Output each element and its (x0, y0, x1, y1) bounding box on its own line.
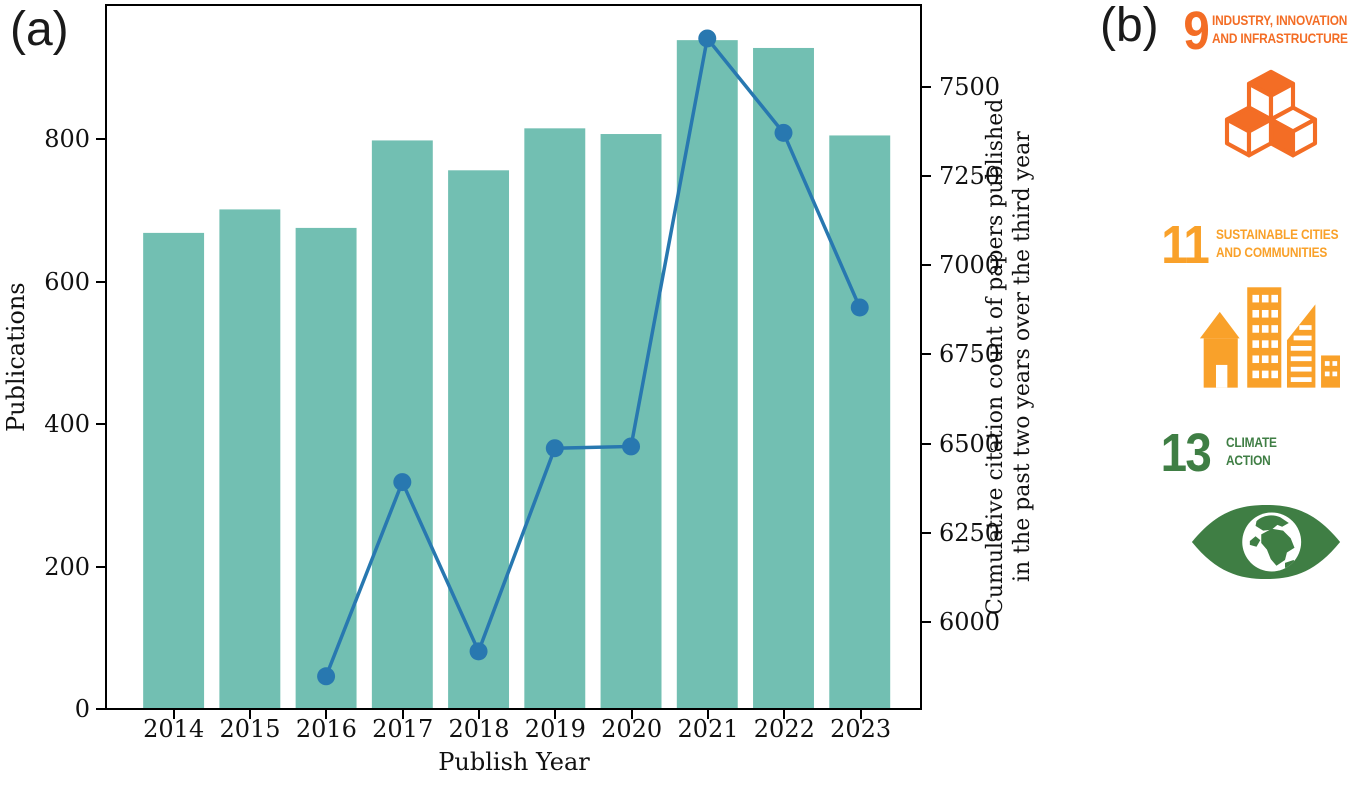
y-right-tickmark-6500 (922, 442, 931, 445)
y-right-tickmark-6000 (922, 620, 931, 623)
sdg11-city-icon (1199, 287, 1340, 388)
line-marker-2016 (317, 667, 336, 686)
y-left-tick-label-400: 400 (44, 410, 90, 439)
line-marker-2023 (850, 298, 869, 317)
y-right-tickmark-6250 (922, 531, 931, 534)
panel-a-label: (a) (10, 3, 69, 56)
line-marker-2020 (622, 437, 641, 456)
x-tick-label-2015: 2015 (219, 715, 281, 743)
x-axis-label: Publish Year (438, 748, 590, 776)
sdg13-title: CLIMATE ACTION (1226, 434, 1277, 470)
bar-2018 (448, 170, 510, 708)
y-right-tick-label-6000: 6000 (939, 607, 1001, 636)
sdg11-title: SUSTAINABLE CITIES AND COMMUNITIES (1216, 226, 1339, 262)
x-tickmark-2019 (554, 710, 557, 719)
bar-2019 (524, 128, 586, 708)
x-tickmark-2017 (401, 710, 404, 719)
y-left-tickmark-600 (96, 280, 105, 283)
sdg9-number: 9 (1183, 1, 1209, 61)
x-tick-label-2016: 2016 (295, 715, 357, 743)
sdg9-title-line1: INDUSTRY, INNOVATION (1212, 12, 1348, 28)
y-right-tickmark-7000 (922, 264, 931, 267)
y-axis-label-left: Publications (2, 282, 30, 432)
y-right-tickmark-7500 (922, 85, 931, 88)
x-tick-label-2023: 2023 (830, 715, 892, 743)
bar-2017 (371, 140, 433, 708)
y-left-tick-label-800: 800 (44, 125, 90, 154)
y-right-tick-label-7250: 7250 (939, 161, 1001, 190)
plot-area (105, 4, 922, 710)
y-right-tickmark-6750 (922, 353, 931, 356)
y-left-tickmark-800 (96, 138, 105, 141)
bar-2021 (676, 40, 738, 708)
x-tick-label-2017: 2017 (372, 715, 434, 743)
y-axis-label-right-line2: in the past two years over the third yea… (1010, 131, 1035, 583)
x-tickmark-2014 (172, 710, 175, 719)
bar-2020 (600, 134, 662, 708)
citation-line (324, 34, 862, 677)
sdg9-title-line2: AND INFRASTRUCTURE (1212, 29, 1348, 46)
line-marker-2019 (545, 439, 564, 458)
x-tick-label-2022: 2022 (753, 715, 815, 743)
y-left-tickmark-400 (96, 423, 105, 426)
y-right-tickmark-7250 (922, 174, 931, 177)
y-left-tick-label-600: 600 (44, 267, 90, 296)
y-left-tick-label-0: 0 (74, 695, 90, 723)
line-marker-2017 (393, 473, 412, 492)
bar-2022 (753, 47, 814, 708)
y-axis-label-right-line1: Cumulative citation count of papers publ… (983, 98, 1008, 616)
y-right-tick-label-6500: 6500 (939, 429, 1001, 458)
x-tickmark-2020 (630, 710, 633, 719)
x-tick-label-2021: 2021 (677, 715, 739, 743)
x-tick-label-2020: 2020 (601, 715, 663, 743)
sdg11-title-line2: AND COMMUNITIES (1216, 243, 1328, 260)
y-right-tick-label-7000: 7000 (939, 251, 1001, 280)
x-tickmark-2015 (249, 710, 252, 719)
y-axis-label-right: Cumulative citation count of papers publ… (982, 6, 1036, 708)
bar-2015 (219, 209, 281, 708)
y-right-tick-label-6750: 6750 (939, 340, 1001, 369)
line-marker-2021 (698, 29, 717, 48)
bar-2016 (295, 227, 357, 708)
line-marker-2022 (774, 123, 793, 142)
x-tickmark-2023 (859, 710, 862, 719)
line-marker-2018 (469, 642, 488, 661)
x-tick-label-2018: 2018 (448, 715, 510, 743)
y-left-tick-label-200: 200 (44, 552, 90, 581)
x-tickmark-2022 (783, 710, 786, 719)
sdg13-eye-globe-icon (1191, 504, 1341, 580)
x-tickmark-2016 (325, 710, 328, 719)
y-left-tickmark-200 (96, 565, 105, 568)
x-tickmark-2018 (478, 710, 481, 719)
x-tick-label-2019: 2019 (524, 715, 586, 743)
y-left-tickmark-0 (96, 708, 105, 710)
sdg13-title-line2: ACTION (1226, 451, 1271, 468)
panel-b-label: (b) (1100, 0, 1159, 52)
bar-line-chart (143, 29, 891, 708)
y-right-tick-label-6250: 6250 (939, 518, 1001, 547)
sdg13-title-line1: CLIMATE (1226, 434, 1277, 450)
bar-2023 (829, 135, 891, 708)
sdg9-title: INDUSTRY, INNOVATION AND INFRASTRUCTURE (1212, 12, 1348, 48)
x-tickmark-2021 (707, 710, 709, 719)
y-right-tick-label-7500: 7500 (939, 72, 1001, 101)
sdg9-cubes-icon (1224, 69, 1318, 158)
bar-2014 (143, 232, 205, 708)
x-tick-label-2014: 2014 (143, 715, 205, 743)
sdg11-title-line1: SUSTAINABLE CITIES (1216, 226, 1339, 242)
sdg11-number: 11 (1161, 215, 1209, 275)
sdg13-number: 13 (1160, 423, 1212, 483)
